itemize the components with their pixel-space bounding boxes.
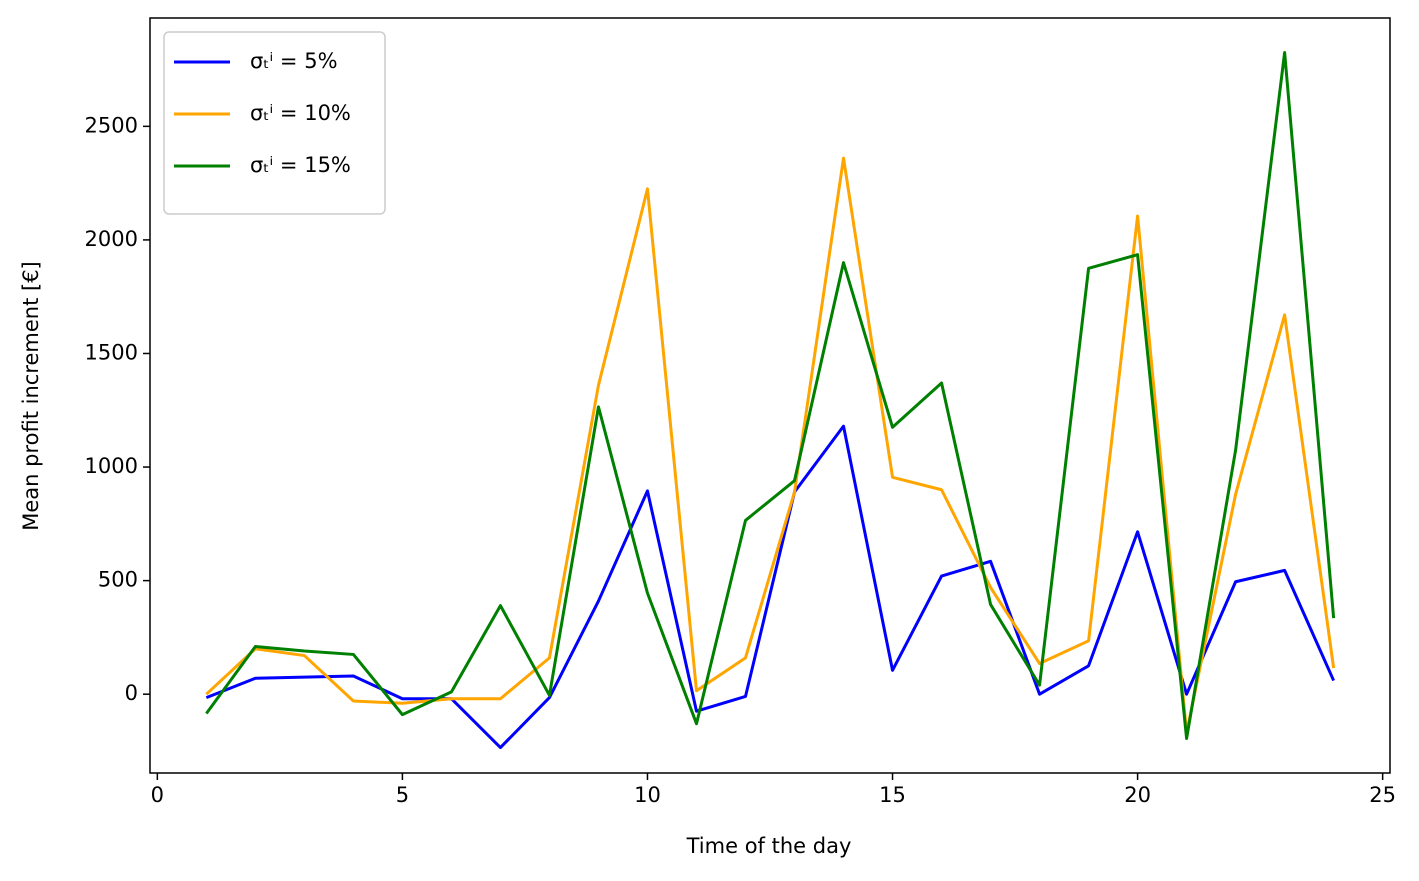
legend-label: σₜⁱ = 5% <box>250 49 338 73</box>
x-tick-label: 0 <box>151 783 164 807</box>
y-tick-label: 1000 <box>85 454 138 478</box>
x-tick-label: 15 <box>879 783 906 807</box>
y-tick-label: 2500 <box>85 113 138 137</box>
legend-label: σₜⁱ = 15% <box>250 153 351 177</box>
y-tick-label: 0 <box>125 681 138 705</box>
x-tick-label: 20 <box>1124 783 1151 807</box>
legend-box <box>163 31 386 215</box>
y-axis-label: Mean profit increment [€] <box>19 261 43 531</box>
x-tick-label: 5 <box>396 783 409 807</box>
y-tick-label: 500 <box>98 568 138 592</box>
x-axis-label: Time of the day <box>686 834 852 858</box>
series-line <box>205 156 1336 735</box>
x-tick-label: 10 <box>634 783 661 807</box>
y-tick-label: 1500 <box>85 340 138 364</box>
y-tick-label: 2000 <box>85 227 138 251</box>
series-line <box>205 424 1336 750</box>
plot-frame <box>149 17 1391 774</box>
x-tick-label: 25 <box>1369 783 1396 807</box>
legend-label: σₜⁱ = 10% <box>250 101 351 125</box>
series-line <box>205 51 1336 740</box>
